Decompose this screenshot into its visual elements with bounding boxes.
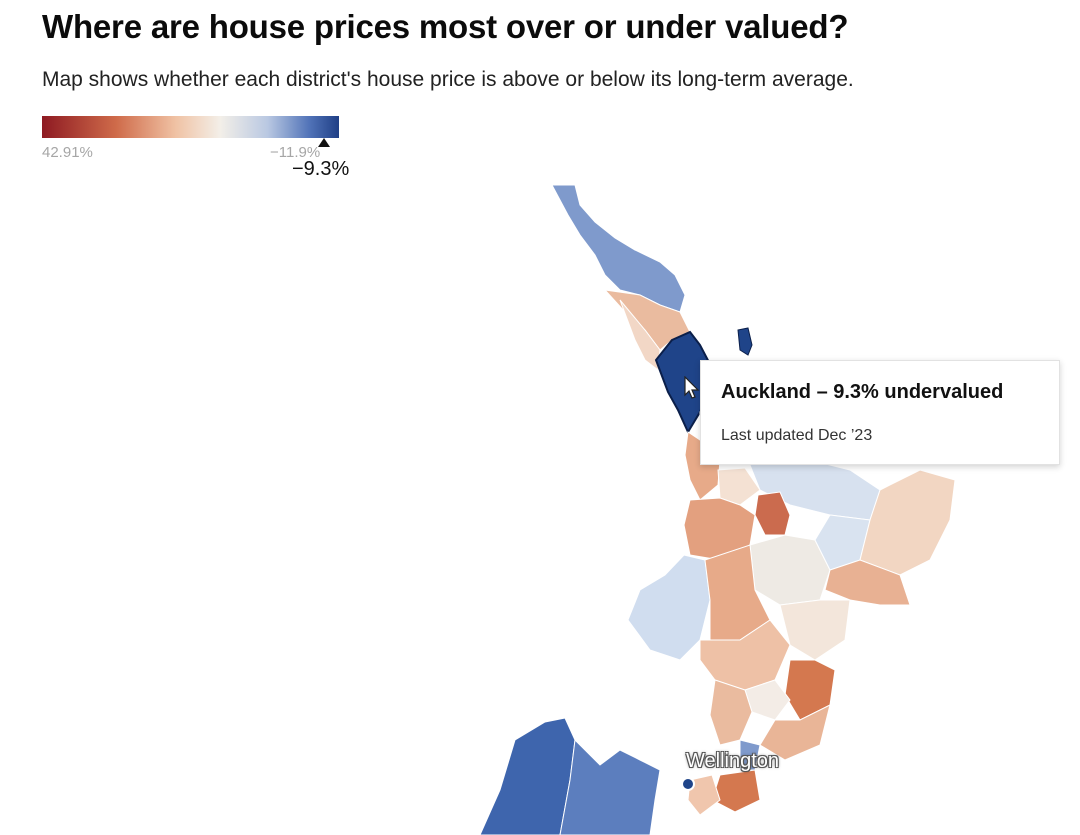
district-taranaki[interactable] <box>627 554 711 661</box>
wellington-label: Wellington <box>686 750 780 772</box>
district-gisborne[interactable] <box>859 469 956 576</box>
district-far-north[interactable] <box>551 184 686 313</box>
island-great-barrier[interactable] <box>737 327 753 356</box>
legend-min-label: 42.91% <box>42 144 93 161</box>
color-legend: 42.91% −11.9% −9.3% <box>42 116 349 186</box>
wellington-city-marker[interactable] <box>681 777 695 791</box>
legend-current-value: −9.3% <box>292 158 350 180</box>
page-title: Where are house prices most over or unde… <box>42 8 849 45</box>
district-tasman[interactable] <box>479 717 576 835</box>
region-tooltip: Auckland – 9.3% undervalued Last updated… <box>700 360 1060 465</box>
district-wellington[interactable] <box>687 774 721 816</box>
district-taupo[interactable] <box>749 534 831 606</box>
district-wairoa[interactable] <box>824 559 911 606</box>
cursor-icon <box>684 376 700 399</box>
legend-max-label: −11.9% <box>270 144 321 161</box>
tooltip-title: Auckland – 9.3% undervalued <box>721 381 1004 403</box>
district-hastings[interactable] <box>779 599 851 661</box>
legend-marker-icon <box>318 138 330 147</box>
district-kaipara[interactable] <box>619 299 661 371</box>
tooltip-updated: Last updated Dec ’23 <box>721 427 873 444</box>
district-south-wairarapa[interactable] <box>711 769 761 813</box>
page-subtitle: Map shows whether each district's house … <box>42 68 854 91</box>
district-hamilton[interactable] <box>717 467 761 506</box>
district-nelson[interactable] <box>559 738 661 835</box>
legend-gradient-bar <box>42 116 339 138</box>
